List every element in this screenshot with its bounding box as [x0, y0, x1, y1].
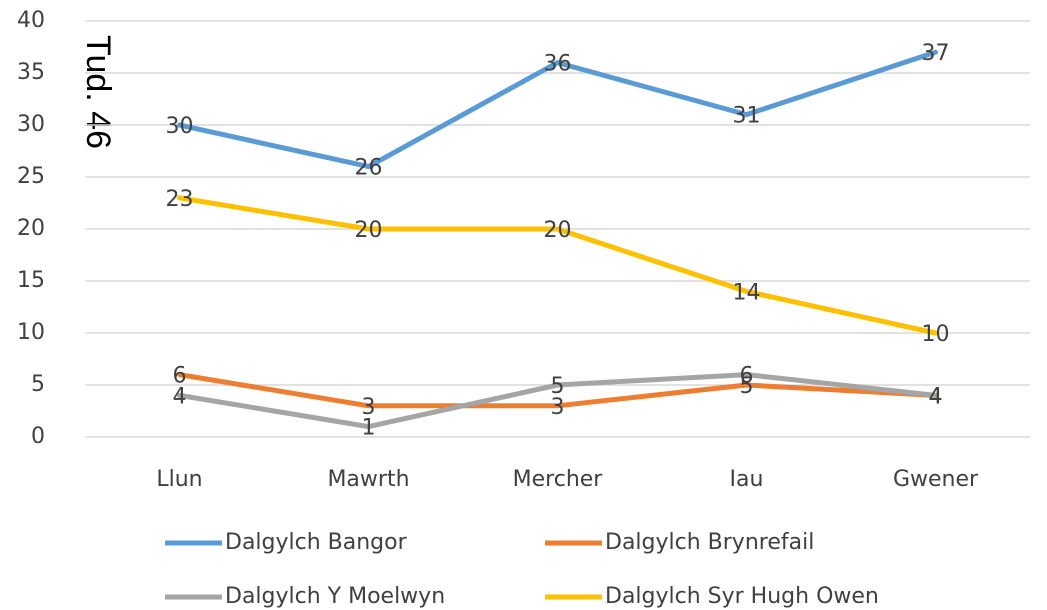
- data-label: 14: [733, 280, 761, 305]
- data-label: 26: [355, 156, 383, 181]
- y-tick-label: 0: [31, 424, 45, 449]
- data-label: 36: [544, 52, 572, 77]
- data-label: 6: [173, 364, 187, 389]
- legend-label: Dalgylch Bangor: [225, 530, 408, 555]
- y-tick-label: 35: [17, 60, 45, 85]
- data-label: 3: [362, 395, 376, 420]
- data-label: 5: [551, 374, 565, 399]
- y-tick-label: 15: [17, 268, 45, 293]
- series-line: [177, 372, 938, 430]
- legend-label: Dalgylch Brynrefail: [605, 530, 814, 555]
- data-label: 6: [740, 364, 754, 389]
- y-tick-label: 10: [17, 320, 45, 345]
- legend-label: Dalgylch Syr Hugh Owen: [605, 584, 879, 609]
- data-label: 1: [362, 416, 376, 441]
- data-label: 37: [922, 41, 950, 66]
- x-tick-label: Mercher: [513, 467, 604, 492]
- data-label: 3: [551, 395, 565, 420]
- data-label: 20: [355, 218, 383, 243]
- data-label: 20: [544, 218, 572, 243]
- data-label: 31: [733, 104, 761, 129]
- y-tick-label: 5: [31, 372, 45, 397]
- series-line: [177, 372, 938, 409]
- data-label: 4: [929, 384, 943, 409]
- annotation: Tud. 46: [79, 35, 117, 149]
- data-label: 4: [929, 384, 943, 409]
- data-label: 30: [166, 114, 194, 139]
- data-label: 10: [922, 322, 950, 347]
- legend-label: Dalgylch Y Moelwyn: [225, 584, 445, 609]
- x-tick-label: Mawrth: [327, 467, 409, 492]
- y-tick-label: 20: [17, 216, 45, 241]
- y-tick-label: 40: [17, 8, 45, 33]
- series-line: [177, 195, 938, 336]
- data-label: 23: [166, 187, 194, 212]
- x-tick-label: Gwener: [893, 467, 979, 492]
- x-tick-label: Llun: [156, 467, 202, 492]
- y-tick-label: 30: [17, 112, 45, 137]
- x-tick-label: Iau: [730, 467, 764, 492]
- y-tick-label: 25: [17, 164, 45, 189]
- data-label: 5: [740, 374, 754, 399]
- series-line: [177, 49, 938, 170]
- data-label: 4: [173, 384, 187, 409]
